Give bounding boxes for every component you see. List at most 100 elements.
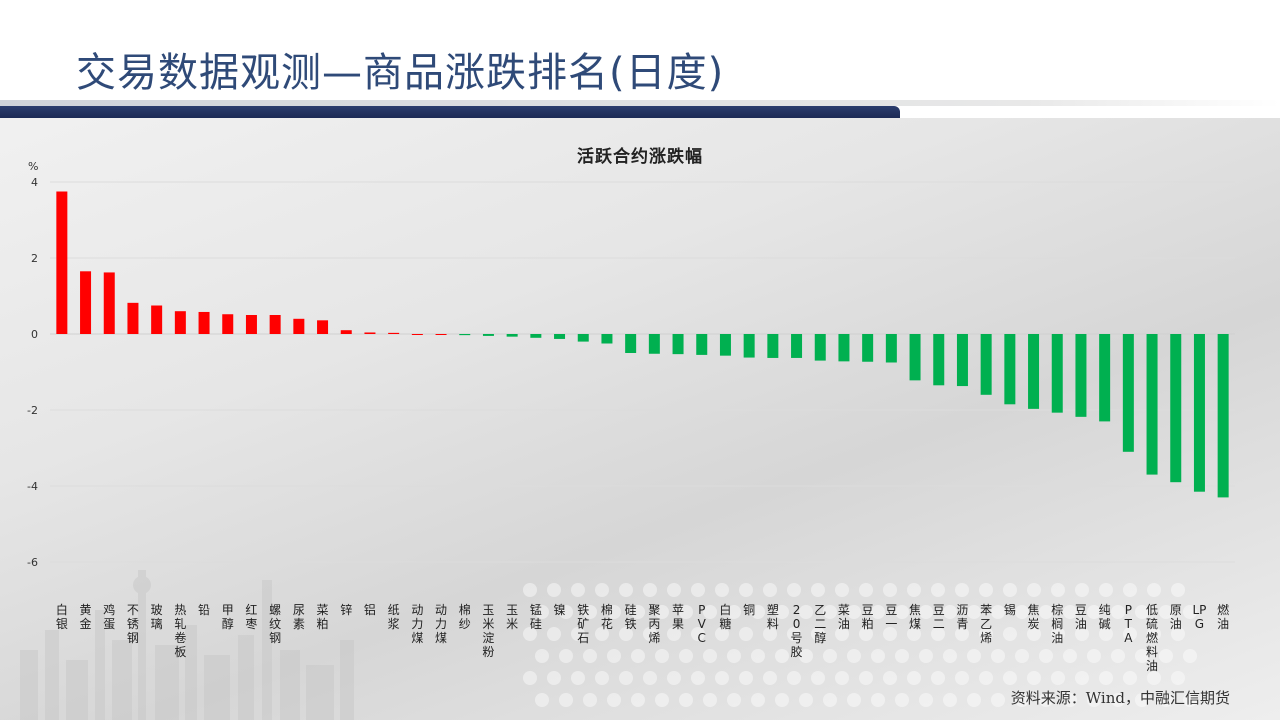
x-category-label: LPG (1192, 603, 1207, 631)
x-category-label: 锰硅 (529, 603, 542, 631)
x-category-label: 玉米 (506, 603, 519, 631)
x-category-label: PTA (1124, 603, 1133, 645)
bar (435, 334, 447, 335)
x-category-label: 鸡蛋 (103, 603, 116, 631)
x-category-label: 焦炭 (1027, 603, 1040, 631)
bar (80, 271, 92, 334)
x-category-label: 动力煤 (435, 603, 448, 645)
bar (648, 334, 660, 354)
bar (1217, 334, 1229, 498)
x-category-label: 豆二 (932, 603, 945, 631)
x-category-label: 甲醇 (221, 603, 234, 631)
bar (482, 334, 494, 336)
bar (862, 334, 874, 362)
x-category-label: 苹果 (672, 603, 685, 631)
y-tick-label: 0 (31, 328, 38, 341)
x-category-label: 铁矿石 (577, 603, 590, 645)
bar (625, 334, 637, 353)
bar (103, 272, 115, 334)
bar (340, 330, 352, 334)
bar (554, 334, 566, 339)
bar (459, 334, 471, 336)
bar (222, 314, 234, 334)
x-category-label: 玉米淀粉 (482, 603, 495, 659)
bar (1170, 334, 1182, 483)
bar (719, 334, 731, 356)
x-category-label: 热轧卷板 (174, 603, 187, 659)
x-category-label: 沥青 (956, 603, 969, 631)
x-category-label: PVC (697, 603, 706, 645)
x-category-label: 红枣 (245, 603, 258, 631)
x-category-label: 乙二醇 (814, 603, 827, 645)
bar (198, 311, 210, 334)
bar (317, 320, 329, 334)
bar (838, 334, 850, 362)
bar (1122, 334, 1134, 452)
x-category-label: 棉花 (600, 603, 613, 631)
bar (980, 334, 992, 395)
y-tick-label: 2 (31, 252, 38, 265)
x-category-label: 苯乙烯 (980, 603, 993, 645)
x-category-label: 燃油 (1217, 603, 1230, 631)
x-category-label: 棉纱 (458, 603, 471, 631)
title-underline-grey (0, 100, 1280, 106)
x-category-label: 低硫燃料油 (1146, 603, 1159, 673)
bar (245, 315, 257, 334)
bar (151, 305, 163, 334)
bar (1004, 334, 1016, 405)
x-category-label: 不锈钢 (126, 603, 139, 645)
x-category-label: 黄金 (79, 603, 92, 631)
bar (672, 334, 684, 355)
x-category-label: 纸浆 (387, 603, 400, 631)
x-category-label: 铜 (743, 603, 756, 617)
bar (388, 332, 400, 334)
y-tick-label: -4 (27, 480, 38, 493)
x-category-label: 铅 (198, 603, 211, 617)
x-category-label: 锌 (340, 603, 353, 617)
x-category-label: 菜粕 (316, 603, 329, 631)
y-tick-label: -6 (27, 556, 38, 569)
bar (127, 302, 139, 334)
bar (269, 315, 281, 334)
x-category-label: 豆一 (885, 603, 898, 631)
x-category-label: 镍 (553, 603, 566, 617)
chart-title: 活跃合约涨跌幅 (577, 147, 703, 167)
source-note: 资料来源：Wind，中融汇信期货 (1010, 689, 1230, 707)
x-category-label: 20号胶 (790, 603, 803, 659)
bar (1051, 334, 1063, 413)
x-category-label: 焦煤 (909, 603, 922, 631)
bar (909, 334, 921, 381)
x-category-label: 豆油 (1074, 603, 1087, 631)
bar (1028, 334, 1040, 409)
bar (411, 334, 423, 335)
page-title: 交易数据观测—商品涨跌排名(日度) (76, 50, 725, 96)
x-category-label: 棕榈油 (1051, 603, 1064, 645)
bar (174, 311, 186, 334)
x-category-label: 螺纹钢 (269, 603, 282, 645)
bar (1146, 334, 1158, 475)
x-category-label: 菜油 (837, 603, 850, 631)
bar (767, 334, 779, 358)
x-category-label: 尿素 (292, 603, 305, 631)
x-category-label: 硅铁 (624, 603, 637, 631)
bar (364, 332, 376, 334)
bar (956, 334, 968, 387)
bar (791, 334, 803, 358)
x-category-label: 玻璃 (150, 603, 163, 631)
y-tick-label: -2 (27, 404, 38, 417)
x-category-label: 豆粕 (861, 603, 874, 631)
x-category-label: 白糖 (719, 603, 732, 631)
bar (601, 334, 613, 344)
x-category-label: 白银 (55, 603, 68, 631)
bar (577, 334, 589, 342)
x-category-label: 锡 (1003, 603, 1016, 617)
title-underline-bar (0, 106, 900, 118)
bar (56, 191, 68, 334)
title-area (0, 0, 1280, 118)
x-category-label: 原油 (1169, 603, 1182, 631)
bar (696, 334, 708, 355)
bar (743, 334, 755, 358)
bar (293, 318, 305, 334)
bar (1193, 334, 1205, 492)
